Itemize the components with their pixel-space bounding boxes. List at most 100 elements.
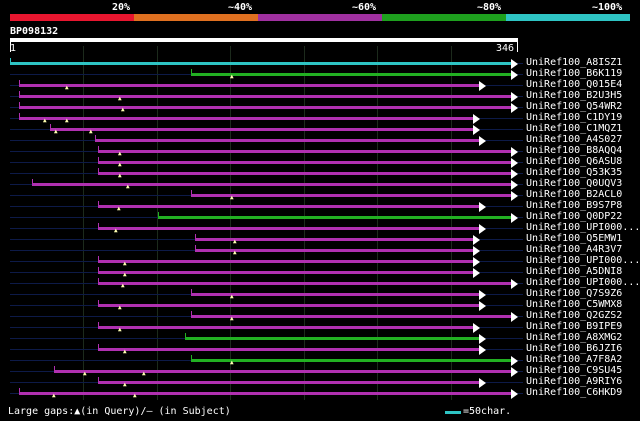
alignment-bar[interactable] [191,194,511,197]
hit-row[interactable]: ▲ UniRef100_B8AQQ4 [0,145,640,157]
hit-label[interactable]: UniRef100_Q015E4 [526,79,623,90]
query-gap-marker: ▲ [118,326,122,333]
alignment-bar[interactable] [10,62,511,65]
alignment-bar[interactable] [54,370,511,373]
hit-label[interactable]: UniRef100_UPI000... [526,222,640,233]
query-gap-marker: ▲ [123,260,127,267]
alignment-bar[interactable] [158,216,511,219]
hit-label[interactable]: UniRef100_A5DNI8 [526,266,623,277]
hit-label[interactable]: UniRef100_A8ISZ1 [526,57,623,68]
alignment-bar[interactable] [191,73,511,76]
hit-row[interactable]: ▲ UniRef100_Q5EMW1 [0,233,640,245]
hit-label[interactable]: UniRef100_A4S027 [526,134,623,145]
alignment-bar[interactable] [95,139,479,142]
hit-row[interactable]: ▲ UniRef100_A7F8A2 [0,354,640,366]
alignment-bar[interactable] [19,84,479,87]
hit-label[interactable]: UniRef100_B9IPE9 [526,321,623,332]
hit-row[interactable]: ▲ UniRef100_Q0UQV3 [0,178,640,190]
hit-row[interactable]: UniRef100_A4S027 [0,134,640,146]
hit-row[interactable]: ▲ UniRef100_A9RIY6 [0,376,640,388]
hit-label[interactable]: UniRef100_Q0UQV3 [526,178,623,189]
hit-row[interactable]: UniRef100_Q0DP22 [0,211,640,223]
hit-label[interactable]: UniRef100_UPI000... [526,255,640,266]
hit-row[interactable]: ▲ UniRef100_B2ACL0 [0,189,640,201]
hit-row[interactable]: ▲ UniRef100_UPI000... [0,222,640,234]
hit-label[interactable]: UniRef100_B6JZI6 [526,343,623,354]
hit-label[interactable]: UniRef100_C5WMX8 [526,299,623,310]
alignment-bar[interactable] [98,161,511,164]
hit-label[interactable]: UniRef100_Q5EMW1 [526,233,623,244]
hit-row[interactable]: ▲ UniRef100_A4R3V7 [0,244,640,256]
hit-label[interactable]: UniRef100_C1DY19 [526,112,623,123]
hit-label[interactable]: UniRef100_Q6ASU8 [526,156,623,167]
hit-row[interactable]: ▲ UniRef100_Q54WR2 [0,101,640,113]
hit-label[interactable]: UniRef100_UPI000... [526,277,640,288]
hit-label[interactable]: UniRef100_B2U3H5 [526,90,623,101]
hit-label[interactable]: UniRef100_Q53K35 [526,167,623,178]
hit-row[interactable]: ▲ UniRef100_Q015E4 [0,79,640,91]
hit-label[interactable]: UniRef100_A7F8A2 [526,354,623,365]
hit-row[interactable]: ▲ ▲ UniRef100_C9SU45 [0,365,640,377]
alignment-bar[interactable] [19,106,511,109]
hit-label[interactable]: UniRef100_B9S7P8 [526,200,623,211]
alignment-start-tick [19,102,20,107]
alignment-bar[interactable] [98,326,473,329]
alignment-bar[interactable] [98,205,479,208]
hit-row[interactable]: ▲ UniRef100_B2U3H5 [0,90,640,102]
alignment-bar[interactable] [191,293,479,296]
hit-label[interactable]: UniRef100_B2ACL0 [526,189,623,200]
alignment-start-tick [98,146,99,151]
query-end-tick [517,42,518,52]
alignment-bar[interactable] [19,392,511,395]
hit-label[interactable]: UniRef100_Q54WR2 [526,101,623,112]
hit-row[interactable]: ▲ UniRef100_Q2GZS2 [0,310,640,322]
alignment-bar[interactable] [98,271,473,274]
alignment-start-tick [54,366,55,371]
hit-row[interactable]: ▲ UniRef100_B6K119 [0,68,640,80]
hit-row[interactable]: ▲ UniRef100_Q53K35 [0,167,640,179]
hit-row[interactable]: ▲ ▲ UniRef100_C1MQZ1 [0,123,640,135]
hit-label[interactable]: UniRef100_Q0DP22 [526,211,623,222]
hit-row[interactable]: ▲ UniRef100_C5WMX8 [0,299,640,311]
scale-label-60: ~60% [352,2,377,13]
hit-row[interactable]: ▲ UniRef100_B9S7P8 [0,200,640,212]
hit-row[interactable]: ▲ UniRef100_UPI000... [0,255,640,267]
alignment-bar[interactable] [191,359,511,362]
hit-label[interactable]: UniRef100_C9SU45 [526,365,623,376]
alignment-bar[interactable] [98,260,473,263]
hit-row[interactable]: UniRef100_A8ISZ1 [0,57,640,69]
hit-row[interactable]: ▲ UniRef100_Q7S9Z6 [0,288,640,300]
hit-label[interactable]: UniRef100_A4R3V7 [526,244,623,255]
hit-label[interactable]: UniRef100_C1MQZ1 [526,123,623,134]
hit-row[interactable]: ▲ UniRef100_B9IPE9 [0,321,640,333]
hit-label[interactable]: UniRef100_C6HKD9 [526,387,623,398]
alignment-bar[interactable] [191,315,511,318]
hit-row[interactable]: ▲ ▲ UniRef100_C6HKD9 [0,387,640,399]
hit-row[interactable]: UniRef100_A8XMG2 [0,332,640,344]
hit-label[interactable]: UniRef100_A9RIY6 [526,376,623,387]
hit-row[interactable]: ▲ UniRef100_Q6ASU8 [0,156,640,168]
hit-row[interactable]: ▲ ▲ UniRef100_C1DY19 [0,112,640,124]
hit-row[interactable]: ▲ UniRef100_B6JZI6 [0,343,640,355]
alignment-bar[interactable] [98,150,511,153]
alignment-bar[interactable] [98,282,511,285]
hit-label[interactable]: UniRef100_Q7S9Z6 [526,288,623,299]
alignment-bar[interactable] [19,95,511,98]
hit-label[interactable]: UniRef100_Q2GZS2 [526,310,623,321]
alignment-bar[interactable] [98,304,479,307]
hit-label[interactable]: UniRef100_B8AQQ4 [526,145,623,156]
hit-row[interactable]: ▲ UniRef100_A5DNI8 [0,266,640,278]
alignment-bar[interactable] [98,381,479,384]
alignment-bar[interactable] [19,117,473,120]
alignment-bar[interactable] [98,172,511,175]
alignment-bar[interactable] [50,128,473,131]
alignment-bar[interactable] [195,249,473,252]
hit-label[interactable]: UniRef100_A8XMG2 [526,332,623,343]
hit-row[interactable]: ▲ UniRef100_UPI000... [0,277,640,289]
alignment-bar[interactable] [32,183,511,186]
alignment-bar[interactable] [185,337,479,340]
alignment-bar[interactable] [98,227,479,230]
alignment-bar[interactable] [98,348,479,351]
hit-label[interactable]: UniRef100_B6K119 [526,68,623,79]
alignment-bar[interactable] [195,238,473,241]
